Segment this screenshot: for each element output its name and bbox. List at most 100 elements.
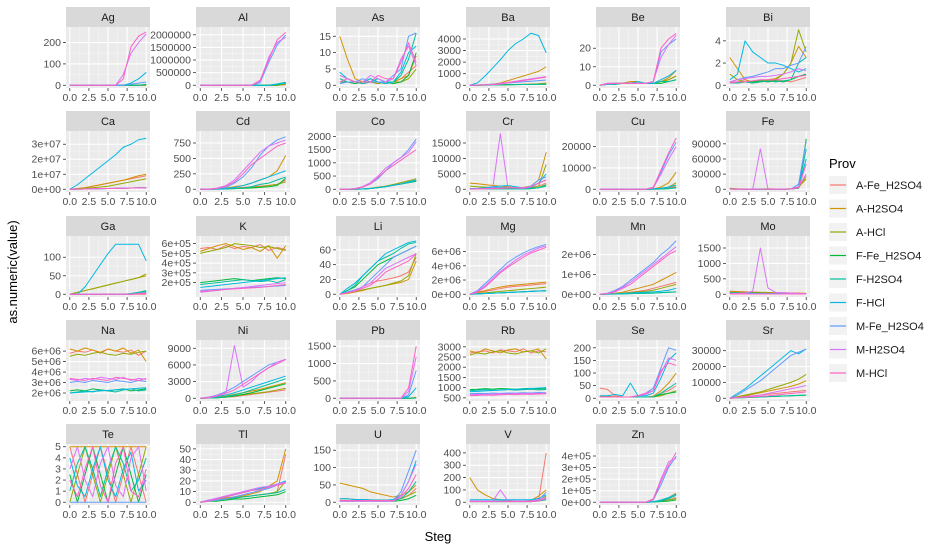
series-line-A-HCl (69, 273, 147, 295)
x-tick-label: 2.5 (352, 509, 367, 521)
y-tick-label: 20000 (692, 361, 721, 373)
x-tick-label: 0.0 (332, 196, 347, 208)
x-tick-label: 10.0 (796, 196, 817, 208)
x-tick-label: 7.5 (390, 405, 405, 417)
series-line-M-HCl (469, 179, 547, 190)
facet-Pb: Pb 0.0 2.5 5.0 7.5 10.0 0 500 1000 1500 (308, 320, 427, 417)
series-line-M-H2SO4 (339, 463, 417, 502)
series-line-A-H2SO4 (469, 281, 547, 295)
x-tick-label: 0.0 (62, 509, 77, 521)
x-tick-label: 2.5 (214, 196, 229, 208)
facet-strip-label: Bi (763, 12, 773, 24)
series-line-F-H2SO4 (69, 446, 147, 498)
x-tick-label: 5.0 (236, 196, 251, 208)
x-tick-label: 5.0 (371, 405, 386, 417)
y-tick-label: 0 (715, 393, 721, 405)
facet-Cr: Cr 0.0 2.5 5.0 7.5 10.0 0 5000 10000 15000 (432, 111, 557, 208)
legend-item-A-H2SO4: A-H2SO4 (829, 199, 903, 218)
series-lines (200, 448, 287, 503)
series-line-F-HCl (729, 348, 807, 399)
facet-strip-label: Cr (502, 116, 514, 128)
series-line-F-HCl (469, 494, 547, 501)
series-line-M-HCl (339, 346, 417, 399)
x-tick-label: 5.0 (101, 301, 116, 313)
y-tick-label: 20 (319, 274, 331, 286)
legend-label: A-H2SO4 (856, 204, 903, 216)
x-tick-label: 2.5 (352, 301, 367, 313)
y-tick-label: 4e+06 (32, 367, 62, 379)
x-tick-label: 10.0 (276, 92, 297, 104)
series-lines (69, 31, 147, 86)
x-tick-label: 0.0 (62, 405, 77, 417)
x-tick-label: 0.0 (722, 196, 737, 208)
series-lines (599, 137, 677, 190)
facet-strip (466, 424, 550, 444)
series-lines (469, 452, 547, 503)
x-tick-label: 0.0 (332, 92, 347, 104)
y-tick-label: 0 (185, 393, 191, 405)
y-tick-label: 2e+06 (562, 249, 592, 261)
facet-strip (196, 216, 290, 236)
series-line-M-HCl (69, 187, 147, 190)
y-tick-label: 500 (703, 273, 721, 285)
facet-strip-label: Mg (500, 221, 515, 233)
legend-item-M-HCl: M-HCl (829, 364, 887, 382)
x-tick-label: 0.0 (193, 301, 208, 313)
facet-strip (466, 320, 550, 340)
facet-Cd: Cd 0.0 2.5 5.0 7.5 10.0 0 250 500 750 (173, 111, 296, 208)
facet-strip (466, 7, 550, 27)
x-tick-label: 0.0 (62, 196, 77, 208)
y-tick-label: 6000 (168, 359, 192, 371)
y-tick-label: 1000 (308, 358, 332, 370)
facet-strip-label: Mn (630, 221, 645, 233)
series-lines (200, 31, 287, 86)
x-tick-label: 0.0 (332, 301, 347, 313)
series-line-F-H2SO4 (69, 388, 147, 394)
y-tick-label: 30000 (692, 169, 721, 181)
y-tick-label: 50 (579, 380, 591, 392)
series-line-M-HCl (200, 358, 287, 399)
x-tick-label: 10.0 (136, 196, 157, 208)
series-line-M-HCl (69, 376, 147, 381)
x-tick-label: 5.0 (236, 92, 251, 104)
x-tick-label: 0.0 (592, 92, 607, 104)
series-line-M-HCl (200, 142, 286, 190)
legend-item-M-Fe_H2SO4: M-Fe_H2SO4 (829, 317, 924, 335)
legend-label: A-Fe_H2SO4 (856, 180, 922, 192)
y-tick-label: 3e+05 (162, 267, 192, 279)
legend-label: M-Fe_H2SO4 (856, 321, 924, 333)
y-tick-label: 0 (325, 80, 331, 92)
x-tick-label: 5.0 (371, 92, 386, 104)
y-tick-label: 6e+05 (162, 238, 192, 250)
series-line-M-HCl (599, 250, 677, 295)
y-tick-label: 0e+00 (32, 184, 62, 196)
legend-label: M-HCl (856, 368, 887, 380)
x-tick-label: 7.5 (520, 196, 535, 208)
x-tick-label: 2.5 (214, 509, 229, 521)
series-line-F-HCl (69, 446, 147, 498)
y-tick-label: 10 (179, 486, 191, 498)
x-tick-label: 7.5 (390, 196, 405, 208)
x-tick-label: 0.0 (62, 301, 77, 313)
x-tick-label: 2.5 (214, 301, 229, 313)
series-lines (729, 348, 807, 399)
series-line-F-HCl (599, 287, 677, 295)
series-line-M-HCl (729, 163, 807, 190)
y-tick-label: 3e+07 (32, 139, 62, 151)
series-lines (339, 32, 417, 85)
series-lines (469, 348, 547, 397)
y-tick-label: 1500 (308, 341, 332, 353)
facet-Be: Be 0.0 2.5 5.0 7.5 10.0 0 10 20 (579, 7, 687, 104)
series-lines (469, 32, 547, 86)
y-tick-label: 0 (585, 393, 591, 405)
y-tick-label: 2e+05 (562, 474, 592, 486)
x-tick-label: 7.5 (780, 92, 795, 104)
y-tick-label: 6e+06 (432, 246, 462, 258)
x-tick-label: 7.5 (257, 196, 272, 208)
facet-strip (726, 216, 810, 236)
series-lines (599, 347, 677, 398)
series-lines (69, 137, 147, 190)
